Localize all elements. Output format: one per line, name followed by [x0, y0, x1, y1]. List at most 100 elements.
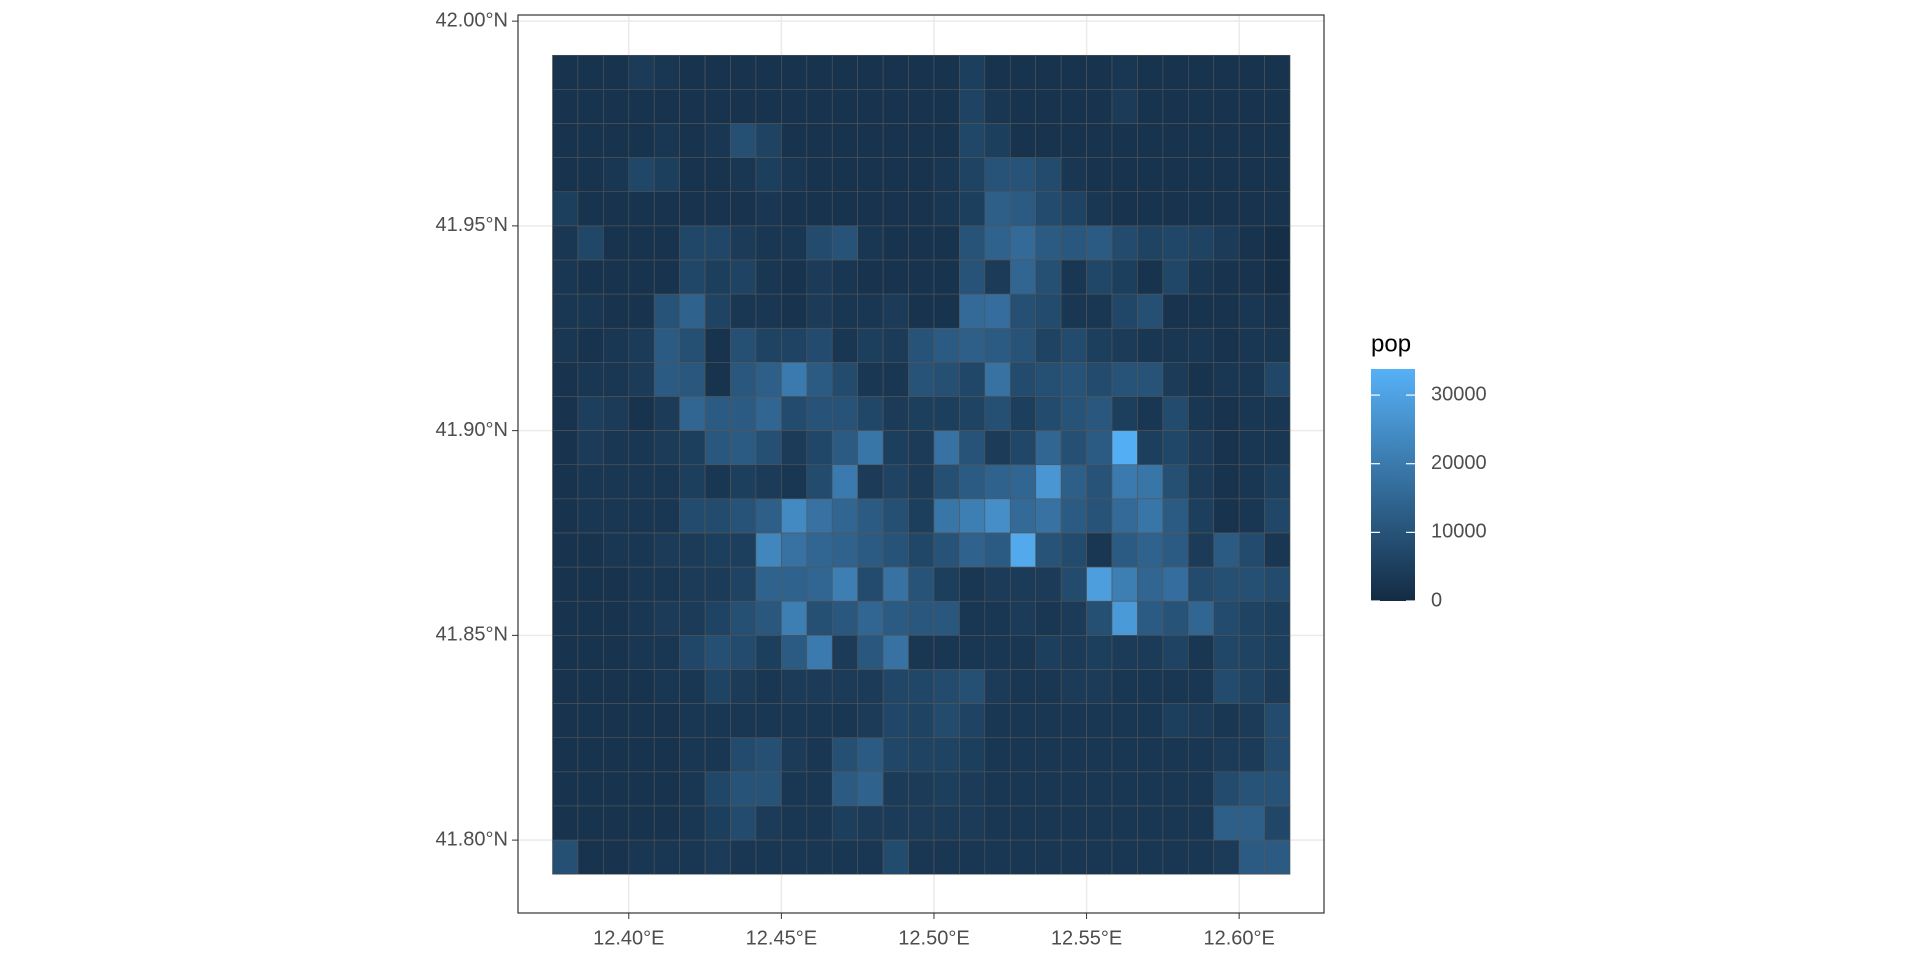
cell — [730, 532, 757, 568]
cell — [1213, 805, 1240, 841]
cell — [1060, 771, 1087, 807]
cell — [1035, 54, 1062, 90]
cell — [1035, 191, 1062, 227]
cell — [628, 600, 655, 636]
cell — [1213, 293, 1240, 329]
cell — [1137, 54, 1164, 90]
cell — [755, 89, 782, 124]
cell — [1060, 191, 1087, 227]
cell — [1162, 293, 1189, 329]
cell — [857, 839, 884, 875]
cell — [1035, 737, 1062, 773]
cell — [628, 532, 655, 568]
cell — [959, 703, 986, 739]
cell — [781, 635, 808, 670]
cell — [781, 839, 808, 875]
cell — [1060, 259, 1087, 295]
cell — [933, 805, 960, 841]
cell — [1086, 89, 1113, 124]
cell — [933, 54, 960, 90]
cell — [1213, 89, 1240, 124]
cell — [1213, 771, 1240, 807]
cell — [552, 123, 579, 158]
cell — [552, 737, 579, 773]
cell — [577, 225, 604, 261]
cell — [653, 89, 680, 124]
cell — [1086, 327, 1113, 363]
cell — [1213, 396, 1240, 431]
cell — [1213, 191, 1240, 227]
cell — [933, 532, 960, 568]
cell — [1137, 600, 1164, 636]
cell — [933, 157, 960, 193]
cell — [806, 635, 833, 670]
cell — [679, 635, 706, 670]
cell — [781, 532, 808, 568]
cell — [1086, 566, 1113, 602]
cell — [1086, 191, 1113, 227]
cell — [1060, 54, 1087, 90]
cell — [959, 805, 986, 841]
cell — [679, 703, 706, 739]
cell — [806, 54, 833, 90]
cell — [781, 89, 808, 124]
cell — [730, 839, 757, 875]
cell — [653, 600, 680, 636]
cell — [679, 805, 706, 841]
cell — [908, 464, 935, 500]
cell — [653, 532, 680, 568]
cell — [984, 327, 1011, 363]
cell — [1162, 396, 1189, 431]
cell — [984, 191, 1011, 227]
cell — [1238, 498, 1265, 534]
cell — [831, 532, 858, 568]
cell — [959, 123, 986, 158]
cell — [933, 430, 960, 466]
cell — [1162, 54, 1189, 90]
cell — [857, 464, 884, 500]
cell — [781, 396, 808, 431]
cell — [679, 327, 706, 363]
cell — [603, 430, 630, 466]
cell — [755, 327, 782, 363]
cell — [653, 362, 680, 397]
cell — [908, 54, 935, 90]
y-tick-label: 42.00°N — [436, 9, 509, 31]
cell — [1137, 839, 1164, 875]
cell — [1086, 635, 1113, 670]
cell — [730, 498, 757, 534]
cell — [781, 225, 808, 261]
cell — [806, 89, 833, 124]
cell — [908, 532, 935, 568]
cell — [857, 293, 884, 329]
cell — [1238, 225, 1265, 261]
cell — [628, 225, 655, 261]
cell — [933, 839, 960, 875]
cell — [730, 396, 757, 431]
cell — [781, 703, 808, 739]
cell — [882, 327, 909, 363]
cell — [653, 157, 680, 193]
cell — [577, 703, 604, 739]
cell — [755, 737, 782, 773]
cell — [781, 771, 808, 807]
cell — [1009, 430, 1037, 466]
cell — [577, 396, 604, 431]
cell — [603, 54, 630, 90]
cell — [1035, 327, 1062, 363]
cell — [1086, 498, 1113, 534]
cell — [984, 600, 1011, 636]
cell — [831, 396, 858, 431]
cell — [1137, 635, 1164, 670]
cell — [1086, 839, 1113, 875]
cell — [730, 566, 757, 602]
cell — [1213, 54, 1240, 90]
cell — [1187, 225, 1215, 261]
cell — [552, 396, 579, 431]
cell — [1264, 703, 1291, 739]
cell — [908, 191, 935, 227]
cell — [984, 89, 1011, 124]
cell — [831, 54, 858, 90]
cell — [755, 635, 782, 670]
